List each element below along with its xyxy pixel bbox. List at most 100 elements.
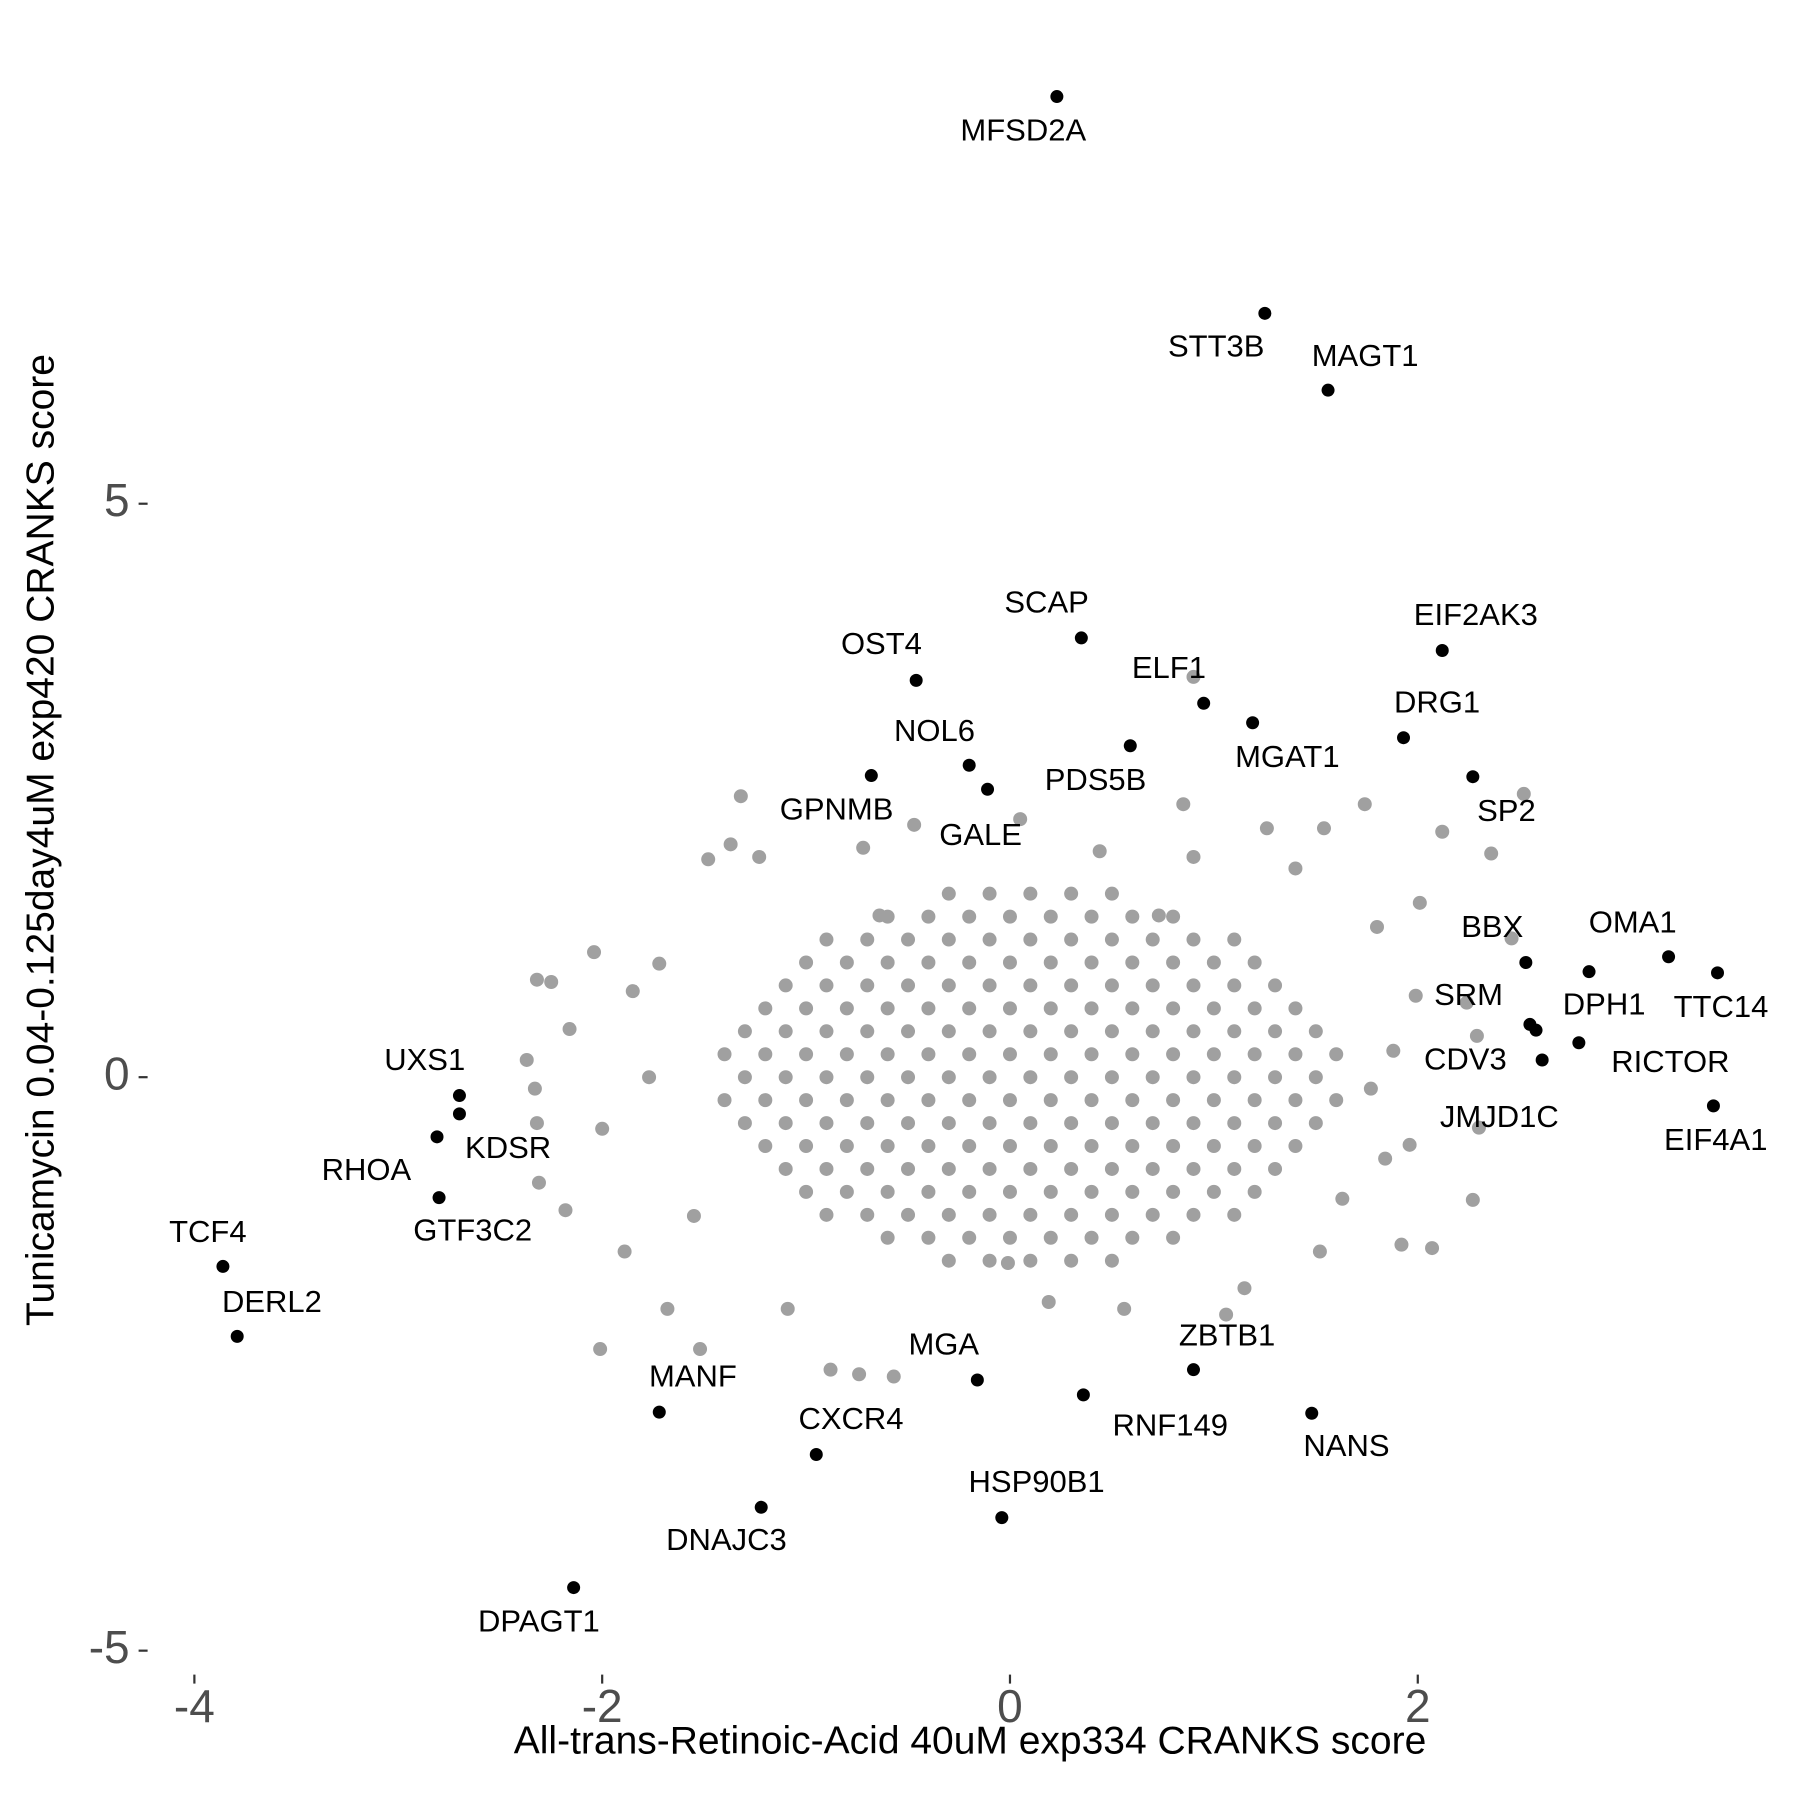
point: [1104, 1253, 1119, 1268]
point: [1402, 1137, 1417, 1152]
point: [1104, 978, 1119, 993]
point: [1186, 978, 1201, 993]
point: [1308, 1024, 1323, 1039]
point: [1002, 1093, 1017, 1108]
y-axis-title: Tunicamycin 0.04-0.125day4uM exp420 CRAN…: [19, 354, 62, 1326]
point-label: GPNMB: [780, 792, 894, 827]
point: [1582, 965, 1596, 979]
point: [1084, 1139, 1099, 1154]
point: [558, 1203, 573, 1218]
point: [1247, 1047, 1262, 1062]
point: [1145, 978, 1160, 993]
point: [962, 1184, 977, 1199]
point: [693, 1342, 708, 1357]
point: [1002, 909, 1017, 924]
point-label: CDV3: [1424, 1042, 1507, 1077]
point: [642, 1070, 657, 1085]
point: [995, 1511, 1009, 1525]
point: [1064, 1116, 1079, 1131]
point-label: RICTOR: [1611, 1044, 1729, 1079]
point-label: GALE: [939, 817, 1022, 852]
point: [901, 932, 916, 947]
point: [1247, 1184, 1262, 1199]
point-label: MGAT1: [1235, 739, 1340, 774]
point: [1000, 1255, 1015, 1270]
point: [860, 932, 875, 947]
point: [1166, 1139, 1181, 1154]
point-label: MANF: [649, 1359, 737, 1394]
point: [799, 1001, 814, 1016]
point: [921, 1184, 936, 1199]
point: [1002, 955, 1017, 970]
point: [527, 1081, 542, 1096]
point: [1268, 1161, 1283, 1176]
point: [758, 1139, 773, 1154]
point: [1227, 978, 1242, 993]
point: [880, 1001, 895, 1016]
point: [880, 1047, 895, 1062]
point: [1288, 1047, 1303, 1062]
point: [529, 1116, 544, 1131]
point-label: NOL6: [894, 713, 975, 748]
point: [1206, 1047, 1221, 1062]
point: [1711, 966, 1725, 980]
point: [941, 1024, 956, 1039]
point: [1706, 1099, 1720, 1113]
point: [1104, 1207, 1119, 1222]
point: [1023, 932, 1038, 947]
point: [1023, 886, 1038, 901]
point: [880, 1093, 895, 1108]
point: [1227, 1024, 1242, 1039]
point: [1268, 1116, 1283, 1131]
point: [819, 932, 834, 947]
point: [852, 1367, 867, 1382]
point: [1002, 1139, 1017, 1154]
point: [1125, 1139, 1140, 1154]
point: [880, 1139, 895, 1154]
point: [778, 978, 793, 993]
point: [921, 955, 936, 970]
point: [982, 1207, 997, 1222]
point: [1166, 1001, 1181, 1016]
point: [1176, 797, 1191, 812]
point: [686, 1208, 701, 1223]
y-tick-label: -5: [89, 1621, 130, 1673]
point-label: SRM: [1434, 977, 1503, 1012]
point: [216, 1259, 230, 1273]
point: [941, 1207, 956, 1222]
point: [921, 909, 936, 924]
point: [819, 1070, 834, 1085]
point: [754, 1500, 768, 1514]
point: [1237, 1281, 1252, 1296]
point: [982, 1024, 997, 1039]
point: [1227, 1116, 1242, 1131]
point: [1145, 1070, 1160, 1085]
point-label: STT3B: [1168, 328, 1264, 363]
x-tick-label: 2: [1405, 1680, 1431, 1732]
point: [737, 1116, 752, 1131]
point: [1435, 644, 1449, 658]
point: [652, 956, 667, 971]
point-label: DRG1: [1394, 684, 1480, 719]
point: [1394, 1237, 1409, 1252]
point-label: RNF149: [1113, 1408, 1228, 1443]
point: [1043, 1093, 1058, 1108]
point: [1425, 1241, 1440, 1256]
point: [531, 1175, 546, 1190]
point: [941, 1253, 956, 1268]
x-tick-label: -2: [582, 1680, 623, 1732]
point: [880, 909, 895, 924]
point-label: DPAGT1: [478, 1604, 600, 1639]
y-tick-label: 0: [104, 1047, 130, 1099]
point: [1386, 1043, 1401, 1058]
point: [1002, 1230, 1017, 1245]
point-label: KDSR: [465, 1130, 551, 1165]
point: [962, 1139, 977, 1154]
point: [1125, 955, 1140, 970]
point: [1043, 1139, 1058, 1154]
point: [1002, 1047, 1017, 1062]
point-label: ELF1: [1132, 650, 1206, 685]
point: [839, 1093, 854, 1108]
point: [1166, 955, 1181, 970]
point: [1469, 1028, 1484, 1043]
